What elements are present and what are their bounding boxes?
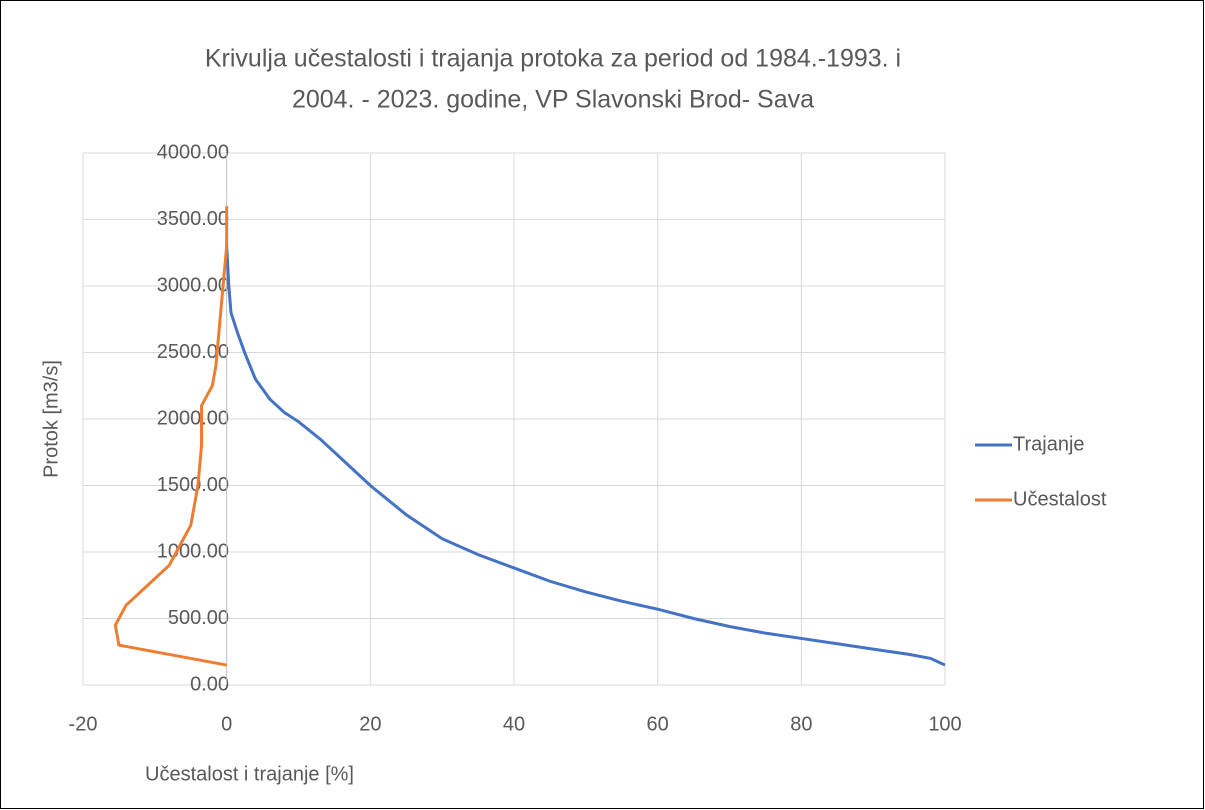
x-tick-label: 80 [790, 713, 812, 735]
x-tick-label: 60 [647, 713, 669, 735]
chart-title: 2004. - 2023. godine, VP Slavonski Brod-… [292, 86, 814, 114]
series-line [113, 206, 229, 667]
chart-title: Krivulja učestalosti i trajanja protoka … [205, 45, 901, 73]
y-axis-label: Protok [m3/s] [40, 360, 62, 478]
legend-label: Trajanje [1013, 433, 1085, 455]
x-tick-label: 0 [221, 713, 232, 735]
y-tick-label: 3500.00 [157, 208, 229, 230]
y-tick-label: 3000.00 [157, 274, 229, 296]
y-tick-label: 4000.00 [157, 141, 229, 163]
x-tick-label: -20 [69, 713, 98, 735]
y-tick-label: 2500.00 [157, 341, 229, 363]
x-tick-label: 40 [503, 713, 525, 735]
x-tick-label: 20 [359, 713, 381, 735]
series-line [225, 246, 946, 667]
x-tick-label: 100 [928, 713, 961, 735]
x-axis-label: Učestalost i trajanje [%] [145, 763, 354, 785]
legend-label: Učestalost [1013, 488, 1107, 510]
y-tick-label: 1500.00 [157, 474, 229, 496]
y-tick-label: 0.00 [190, 673, 229, 695]
y-tick-label: 1000.00 [157, 540, 229, 562]
y-tick-label: 500.00 [168, 607, 229, 629]
y-tick-label: 2000.00 [157, 407, 229, 429]
